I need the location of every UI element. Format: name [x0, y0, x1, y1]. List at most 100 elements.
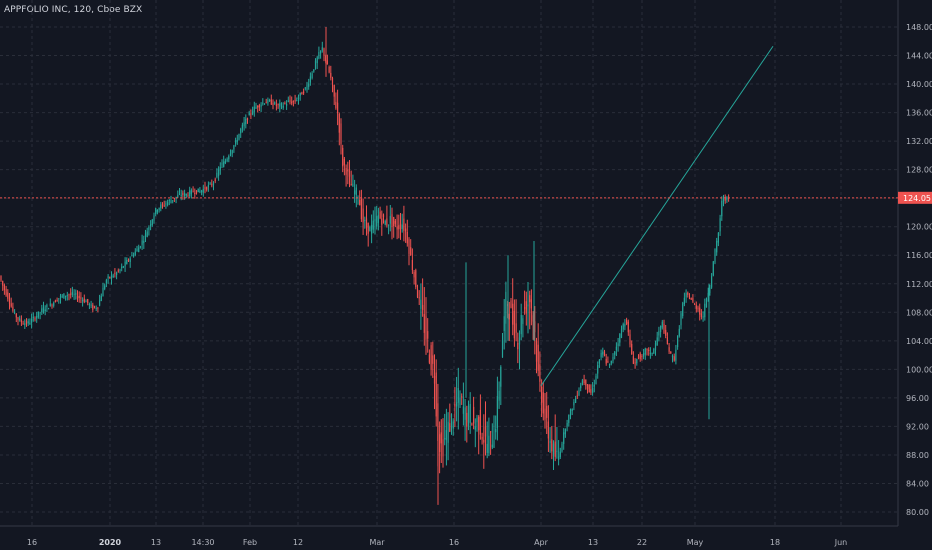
candle-body — [223, 161, 225, 167]
candle-body — [665, 329, 667, 336]
candle-body — [467, 405, 470, 423]
candle-body — [345, 167, 347, 175]
candle-body — [144, 233, 147, 237]
candle-body — [297, 97, 300, 99]
candle-body — [586, 384, 589, 389]
candle-body — [340, 123, 342, 144]
candle-body — [527, 304, 529, 307]
candle-body — [167, 202, 169, 206]
candle-body — [252, 111, 254, 115]
candle-body — [612, 356, 614, 361]
candle-body — [474, 426, 476, 430]
y-tick-label: 104.00 — [906, 337, 932, 346]
candle-body — [245, 118, 247, 125]
candle-body — [445, 430, 447, 441]
candle-body — [637, 356, 640, 358]
candle-body — [639, 353, 641, 360]
candle-body — [153, 215, 155, 221]
x-tick-label: 16 — [449, 538, 459, 547]
candle-body — [134, 251, 136, 255]
candle-body — [631, 343, 633, 355]
candle-body — [648, 349, 650, 352]
candle-body — [29, 322, 31, 325]
candle-body — [260, 104, 262, 107]
candle-body — [534, 321, 536, 333]
y-tick-label: 144.00 — [906, 52, 932, 61]
candle-body — [163, 205, 165, 207]
candle-body — [279, 103, 281, 107]
candle-body — [274, 102, 276, 104]
candle-body — [435, 372, 437, 417]
x-tick-label: Mar — [369, 538, 385, 547]
candle-body — [632, 356, 634, 364]
candle-body — [705, 298, 708, 308]
candle-body — [362, 208, 364, 223]
candle-body — [546, 405, 548, 418]
candle-body — [194, 192, 196, 194]
candle-body — [622, 324, 624, 330]
candle-body — [493, 440, 495, 448]
candle-body — [151, 219, 153, 225]
candle-body — [399, 223, 402, 230]
candle-body — [592, 387, 594, 393]
candle-body — [430, 345, 432, 370]
candle-body — [578, 390, 580, 396]
candle-body — [646, 348, 648, 351]
candle-body — [48, 308, 50, 310]
candle-body — [464, 407, 466, 420]
candle-body — [146, 231, 148, 237]
candle-body — [212, 183, 215, 185]
candle-body — [620, 329, 623, 338]
candle-body — [76, 296, 79, 299]
candle-body — [46, 305, 48, 307]
candle-body — [386, 218, 388, 226]
candle-body — [643, 353, 645, 357]
candle-body — [554, 441, 556, 457]
candle-body — [219, 167, 221, 171]
candle-body — [427, 331, 429, 339]
candle-body — [682, 303, 684, 316]
candle-body — [211, 184, 213, 186]
candle-body — [598, 359, 600, 364]
candle-body — [7, 292, 9, 299]
x-tick-label: Apr — [534, 538, 549, 547]
candle-body — [382, 214, 385, 218]
candle-body — [172, 200, 174, 202]
candle-body — [690, 298, 692, 300]
candle-body — [78, 295, 80, 299]
candle-body — [348, 170, 351, 177]
x-tick-label: 16 — [27, 538, 37, 547]
candle-body — [320, 50, 322, 54]
candle-body — [389, 216, 391, 224]
candle-body — [406, 231, 408, 244]
candle-body — [61, 295, 63, 297]
y-tick-label: 128.00 — [906, 166, 932, 175]
candle-body — [518, 337, 521, 345]
candle-body — [535, 341, 538, 362]
candle-body — [396, 226, 398, 230]
candle-body — [236, 140, 238, 142]
candle-body — [292, 100, 294, 102]
candle-body — [496, 396, 498, 429]
candle-body — [529, 295, 531, 303]
y-tick-label: 116.00 — [906, 251, 932, 260]
candle-body — [697, 307, 699, 310]
candle-body — [501, 340, 504, 358]
candle-body — [31, 318, 33, 323]
candle-body — [704, 303, 706, 318]
y-tick-label: 120.00 — [906, 223, 932, 232]
candle-body — [99, 300, 101, 306]
candle-body — [515, 323, 517, 333]
candle-body — [248, 112, 250, 116]
candle-body — [597, 365, 599, 374]
candle-body — [243, 122, 245, 127]
candle-body — [488, 435, 490, 454]
candle-body — [122, 266, 124, 268]
candle-body — [75, 293, 77, 295]
candle-body — [306, 85, 308, 90]
candle-body — [444, 438, 446, 440]
candle-body — [481, 436, 483, 440]
candle-body — [14, 311, 16, 313]
candle-body — [0, 275, 2, 281]
